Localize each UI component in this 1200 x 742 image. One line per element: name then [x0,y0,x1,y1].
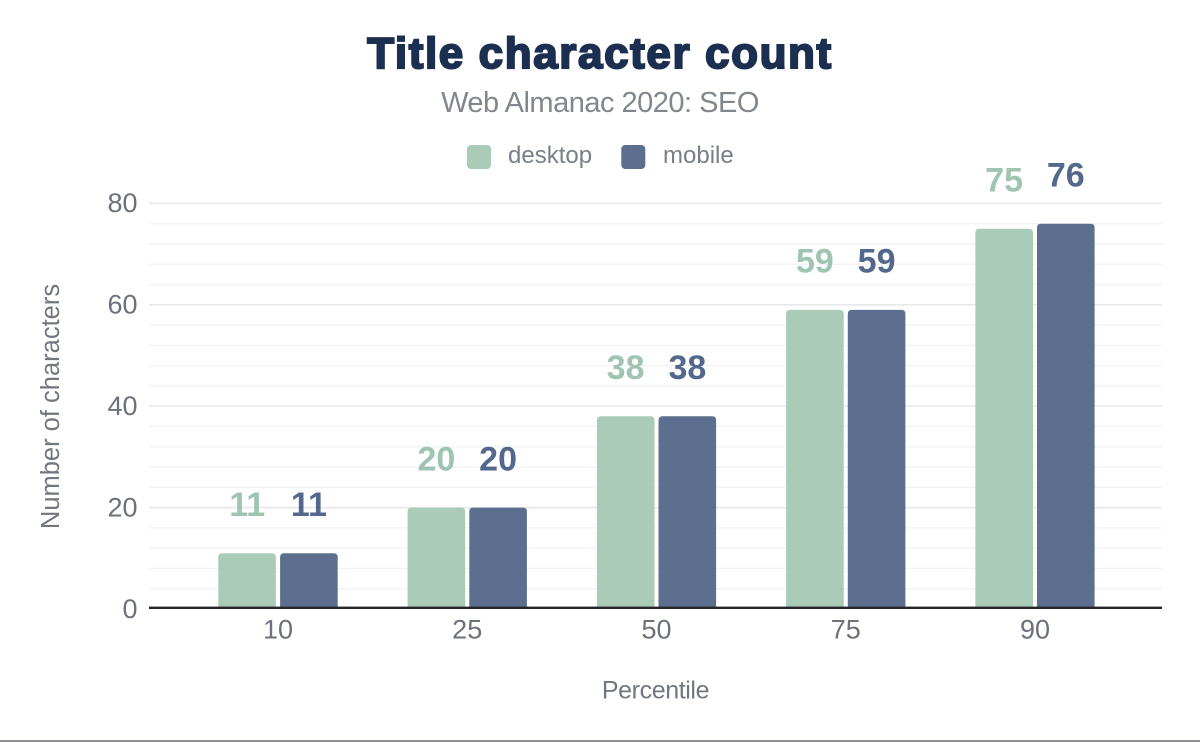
svg-text:38: 38 [668,349,706,387]
svg-text:11: 11 [291,486,327,524]
svg-text:40: 40 [107,391,137,421]
svg-text:59: 59 [858,243,896,281]
svg-text:11: 11 [229,486,265,524]
svg-text:10: 10 [263,615,293,645]
svg-text:59: 59 [796,243,834,281]
svg-text:0: 0 [122,594,137,624]
svg-text:50: 50 [641,615,671,645]
svg-text:desktop: desktop [508,142,592,169]
svg-text:Percentile: Percentile [602,677,709,705]
svg-text:Title character count: Title character count [367,29,833,78]
svg-text:90: 90 [1020,615,1050,645]
svg-text:Number of characters: Number of characters [37,284,65,529]
svg-text:38: 38 [607,349,645,387]
svg-text:80: 80 [107,188,137,218]
svg-text:76: 76 [1047,156,1085,194]
svg-text:Web Almanac 2020: SEO: Web Almanac 2020: SEO [441,87,759,119]
svg-text:20: 20 [479,440,517,478]
svg-text:20: 20 [417,440,455,478]
svg-text:75: 75 [831,615,861,645]
svg-text:75: 75 [985,161,1023,199]
svg-text:25: 25 [452,615,482,645]
svg-text:20: 20 [107,492,137,522]
svg-text:mobile: mobile [663,142,734,169]
svg-text:60: 60 [107,290,137,320]
